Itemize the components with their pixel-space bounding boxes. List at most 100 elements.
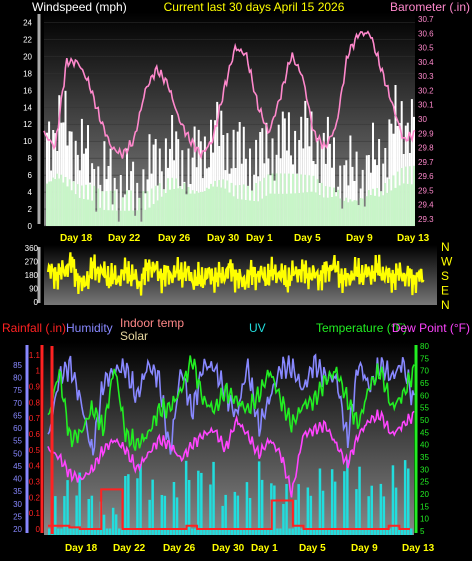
gust-bar: [191, 190, 194, 226]
gust-bar: [271, 173, 274, 226]
gust-bar: [396, 171, 399, 226]
uv-bar: [349, 528, 352, 535]
uv-bar: [264, 528, 267, 535]
gust-bar: [82, 199, 85, 226]
wind-y-tick: 18: [23, 69, 32, 78]
gust-bar: [179, 186, 182, 226]
gust-bar: [318, 195, 321, 226]
windspeed-bar: [126, 148, 128, 226]
uv-bar: [343, 471, 346, 535]
uv-bar: [352, 528, 355, 535]
gust-bar: [201, 191, 204, 226]
windspeed-bar: [345, 160, 348, 226]
windspeed-bar: [123, 194, 126, 226]
barometer-y-tick: 29.8: [418, 144, 434, 153]
uv-bar: [327, 528, 331, 535]
windspeed-bar: [372, 122, 374, 226]
windspeed-bar: [259, 132, 262, 226]
gust-bar: [144, 209, 147, 226]
gust-bar: [164, 193, 167, 226]
windspeed-bar: [394, 85, 397, 226]
uv-bar: [178, 528, 182, 535]
gust-bar: [283, 173, 286, 226]
gust-bar: [380, 191, 383, 226]
gust-bar: [89, 184, 92, 226]
windspeed-bar: [109, 148, 112, 226]
windspeed-bar: [128, 190, 130, 226]
gust-bar: [361, 198, 364, 226]
compass-label: E: [441, 284, 449, 298]
uv-bar: [105, 528, 109, 535]
humidity-y-tick: 55: [13, 437, 22, 446]
rain-y-tick: 1: [36, 367, 41, 376]
windspeed-bar: [232, 129, 235, 226]
windspeed-bar: [382, 163, 385, 226]
gust-bar: [400, 168, 403, 226]
windspeed-bar: [388, 119, 391, 226]
uv-bar: [133, 528, 136, 535]
uv-bar: [385, 528, 389, 535]
uv-bar: [163, 495, 167, 535]
windspeed-bar: [285, 150, 288, 226]
barometer-y-tick: 30.3: [418, 72, 434, 81]
gust-bar: [357, 205, 360, 226]
uv-bar: [267, 528, 270, 535]
legend-solar: Solar: [120, 329, 148, 343]
gust-bar: [126, 190, 128, 226]
barometer-y-tick: 30.2: [418, 86, 434, 95]
uv-bar: [124, 476, 127, 535]
temperature-y-tick: 50: [420, 416, 429, 425]
gust-bar: [382, 195, 385, 226]
humidity-y-tick: 75: [13, 386, 22, 395]
gust-bar: [349, 199, 352, 226]
gust-bar: [52, 177, 55, 226]
gust-bar: [87, 199, 89, 226]
windspeed-bar: [60, 122, 63, 226]
gust-bar: [226, 180, 229, 226]
uv-bar: [273, 485, 276, 535]
uv-bar: [330, 469, 334, 535]
gust-bar: [257, 201, 260, 226]
x-tick-label-bottom: Day 9: [351, 543, 378, 554]
gust-bar: [107, 210, 110, 226]
gust-bar: [279, 173, 282, 226]
uv-bar: [181, 528, 185, 535]
uv-bar: [303, 528, 306, 535]
windspeed-bar: [203, 136, 206, 226]
gust-bar: [95, 211, 98, 226]
windspeed-bar: [214, 120, 217, 226]
windspeed-bar: [351, 166, 354, 226]
gust-bar: [261, 198, 264, 226]
uv-bar: [206, 528, 209, 535]
uv-bar: [191, 528, 194, 535]
wind-y-tick: 22: [23, 35, 32, 44]
windspeed-bar: [66, 145, 69, 226]
uv-bar: [72, 528, 75, 535]
windspeed-bar: [199, 141, 202, 226]
windspeed-bar: [277, 124, 280, 226]
windspeed-bar: [287, 112, 290, 226]
windspeed-bar: [210, 119, 212, 226]
gust-bar: [228, 192, 231, 226]
gust-bar: [130, 190, 133, 226]
uv-bar: [93, 528, 97, 535]
x-tick-label-bottom: Day 26: [163, 543, 196, 554]
gust-bar: [123, 210, 126, 226]
gust-bar: [244, 200, 247, 226]
windspeed-bar: [365, 155, 368, 226]
gust-bar: [363, 206, 366, 226]
direction-y-tick: 270: [25, 258, 39, 267]
temperature-y-tick: 5: [420, 527, 425, 536]
gust-bar: [408, 166, 411, 226]
x-tick-label: Day 26: [158, 233, 191, 244]
uv-bar: [87, 499, 90, 535]
direction-y-tick: 0: [34, 298, 39, 307]
gust-bar: [173, 189, 176, 226]
windspeed-bar: [107, 166, 110, 226]
windspeed-bar: [265, 122, 268, 226]
windspeed-bar: [328, 143, 331, 226]
gust-bar: [119, 210, 122, 226]
humidity-y-tick: 45: [13, 462, 22, 471]
uv-bar: [102, 514, 106, 535]
windspeed-bar: [281, 111, 284, 226]
